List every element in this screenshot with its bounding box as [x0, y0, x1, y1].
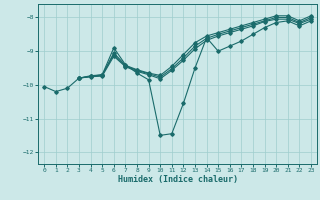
X-axis label: Humidex (Indice chaleur): Humidex (Indice chaleur)	[118, 175, 238, 184]
